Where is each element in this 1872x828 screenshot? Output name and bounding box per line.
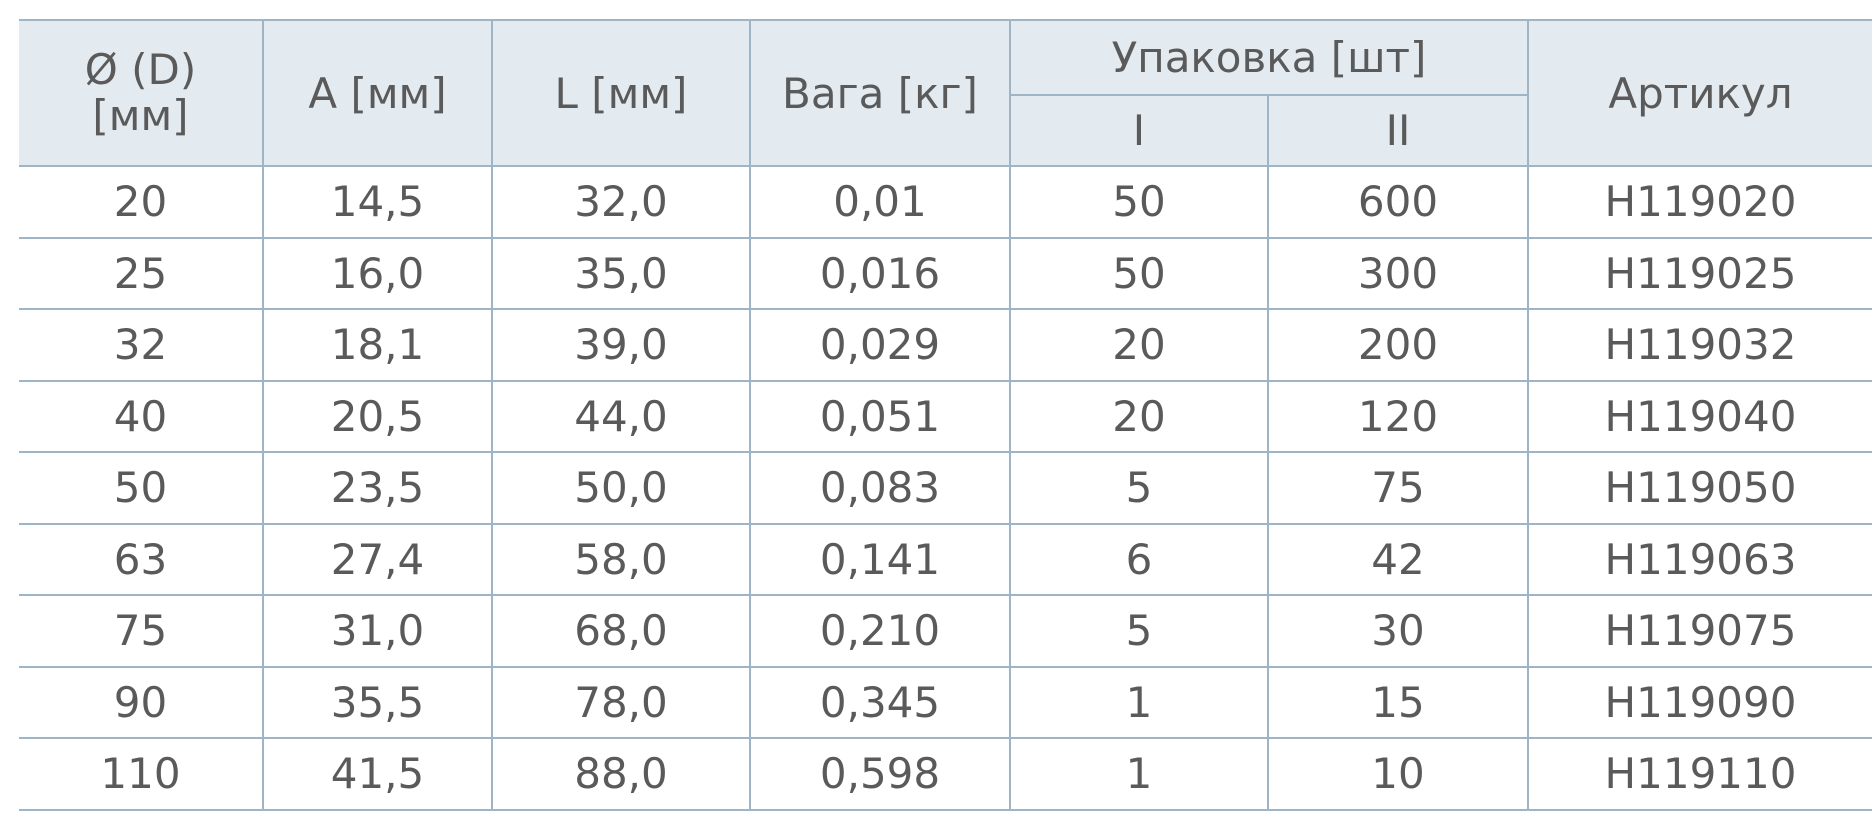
table-cell: 0,016 — [749, 236, 1011, 310]
table-row: 40 20,5 44,0 0,051 20 120 H119040 — [19, 379, 1872, 453]
table-cell: 0,083 — [749, 451, 1011, 525]
table-cell: 0,029 — [749, 308, 1011, 382]
table-cell: 42 — [1266, 522, 1530, 596]
table-cell: 1 — [1009, 737, 1269, 811]
header-cell: Ø (D) [мм] — [19, 19, 264, 167]
table-row: 63 27,4 58,0 0,141 6 42 H119063 — [19, 522, 1872, 596]
table-cell: 18,1 — [262, 308, 493, 382]
table-cell: 5 — [1009, 594, 1269, 668]
table-cell: H119032 — [1527, 308, 1872, 382]
table-cell: 78,0 — [491, 665, 751, 739]
table-cell: 23,5 — [262, 451, 493, 525]
header-text: Ø (D) — [84, 45, 197, 94]
table-row: 25 16,0 35,0 0,016 50 300 H119025 — [19, 236, 1872, 310]
table-cell: 63 — [19, 522, 264, 596]
table-cell: 27,4 — [262, 522, 493, 596]
table-cell: 20 — [1009, 379, 1269, 453]
table-cell: 90 — [19, 665, 264, 739]
table-cell: 58,0 — [491, 522, 751, 596]
table-cell: 1 — [1009, 665, 1269, 739]
table-cell: 200 — [1266, 308, 1530, 382]
table-cell: 50 — [1009, 165, 1269, 239]
table-row: 110 41,5 88,0 0,598 1 10 H119110 — [19, 737, 1872, 811]
header-cell: II — [1266, 94, 1529, 167]
table-cell: 20 — [1009, 308, 1269, 382]
table-cell: 75 — [1266, 451, 1530, 525]
table-cell: 32 — [19, 308, 264, 382]
table-cell: H119075 — [1527, 594, 1872, 668]
product-table: Ø (D) [мм] A [мм] L [мм] Вага [кг] Упако… — [19, 19, 1872, 811]
table-cell: 300 — [1266, 236, 1530, 310]
table-cell: H119040 — [1527, 379, 1872, 453]
table-cell: 0,051 — [749, 379, 1011, 453]
table-cell: 5 — [1009, 451, 1269, 525]
table-cell: 10 — [1266, 737, 1530, 811]
header-text: [мм] — [92, 91, 189, 140]
table-cell: H119063 — [1527, 522, 1872, 596]
table-cell: H119110 — [1527, 737, 1872, 811]
table-cell: H119020 — [1527, 165, 1872, 239]
table-body: 20 14,5 32,0 0,01 50 600 H119020 25 16,0 35,0 0,01… — [19, 165, 1872, 811]
table-header: Ø (D) [мм] A [мм] L [мм] Вага [кг] Упако… — [19, 19, 1872, 167]
header-row: I II — [19, 94, 1872, 167]
table-cell: 600 — [1266, 165, 1530, 239]
table-cell: 120 — [1266, 379, 1530, 453]
table-cell: 0,141 — [749, 522, 1011, 596]
table-cell: 50 — [1009, 236, 1269, 310]
header-cell: I — [1010, 94, 1269, 167]
table-cell: 44,0 — [491, 379, 751, 453]
table-row: 20 14,5 32,0 0,01 50 600 H119020 — [19, 165, 1872, 239]
table-cell: 110 — [19, 737, 264, 811]
table-cell: 35,5 — [262, 665, 493, 739]
table-cell: 0,01 — [749, 165, 1011, 239]
table-cell: 50,0 — [491, 451, 751, 525]
table-cell: 31,0 — [262, 594, 493, 668]
header-cell: Упаковка [шт] — [1008, 19, 1530, 96]
table-cell: 50 — [19, 451, 264, 525]
table-cell: 6 — [1009, 522, 1269, 596]
table-cell: 75 — [19, 594, 264, 668]
table-cell: 30 — [1266, 594, 1530, 668]
table-cell: 0,598 — [749, 737, 1011, 811]
table-cell: 35,0 — [491, 236, 751, 310]
header-row: Ø (D) [мм] A [мм] L [мм] Вага [кг] Упако… — [19, 19, 1872, 167]
table-cell: 40 — [19, 379, 264, 453]
table-cell: 14,5 — [262, 165, 493, 239]
table-cell: 20,5 — [262, 379, 493, 453]
table-cell: H119025 — [1527, 236, 1872, 310]
table-cell: 0,210 — [749, 594, 1011, 668]
table-cell: 16,0 — [262, 236, 493, 310]
table-cell: 20 — [19, 165, 264, 239]
table-row: 32 18,1 39,0 0,029 20 200 H119032 — [19, 308, 1872, 382]
table-cell: 32,0 — [491, 165, 751, 239]
table-cell: 41,5 — [262, 737, 493, 811]
table-cell: 0,345 — [749, 665, 1011, 739]
header-cell: L [мм] — [491, 19, 751, 167]
table-cell: H119090 — [1527, 665, 1872, 739]
header-cell: A [мм] — [262, 19, 493, 167]
table-cell: 15 — [1266, 665, 1530, 739]
table-cell: 68,0 — [491, 594, 751, 668]
table-row: 75 31,0 68,0 0,210 5 30 H119075 — [19, 594, 1872, 668]
table-cell: H119050 — [1527, 451, 1872, 525]
table-cell: 39,0 — [491, 308, 751, 382]
table-row: 90 35,5 78,0 0,345 1 15 H119090 — [19, 665, 1872, 739]
table-cell: 88,0 — [491, 737, 751, 811]
table-row: 50 23,5 50,0 0,083 5 75 H119050 — [19, 451, 1872, 525]
table-cell: 25 — [19, 236, 264, 310]
header-cell: Артикул — [1527, 19, 1872, 167]
header-cell: Вага [кг] — [749, 19, 1011, 167]
